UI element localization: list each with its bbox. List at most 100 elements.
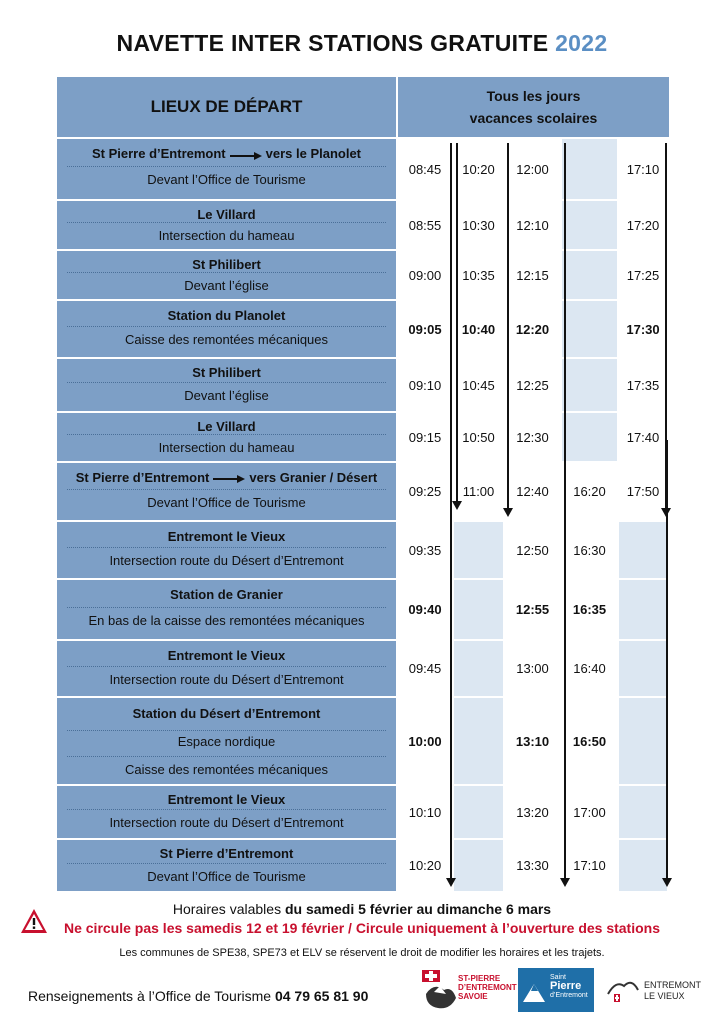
arrow-down-icon: [452, 501, 462, 510]
time-cell: 10:45: [454, 359, 503, 411]
stop-cell: Entremont le Vieux Intersection route du …: [57, 641, 396, 696]
table-row: St Pierre d’Entremont vers Granier / Dése…: [57, 463, 669, 522]
time-cell: [454, 641, 503, 696]
stop-name: St Philibert: [192, 257, 261, 272]
time-cell: [454, 580, 503, 639]
time-cell: 09:00: [398, 251, 452, 299]
route-arrow-line: [507, 143, 509, 509]
time-cell: 08:55: [398, 201, 452, 249]
stop-name: Le Villard: [197, 207, 256, 222]
time-cell: 12:15: [505, 251, 560, 299]
time-cell: [454, 698, 503, 784]
mountain-outline-icon: [607, 981, 639, 1002]
stop-name: Station de Granier: [170, 587, 283, 603]
dotted-divider: [67, 166, 386, 167]
dotted-divider: [67, 272, 386, 273]
dotted-divider: [67, 382, 386, 383]
disclaimer: Les communes de SPE38, SPE73 et ELV se r…: [119, 947, 605, 959]
time-cell: 10:35: [454, 251, 503, 299]
stop-cell: Station du Planolet Caisse des remontées …: [57, 301, 396, 357]
time-cell: 09:25: [398, 463, 452, 520]
time-cell: [562, 301, 617, 357]
stop-cell: St Pierre d’Entremont vers le Planolet Dev…: [57, 139, 396, 199]
time-cell: 12:50: [505, 522, 560, 578]
stop-description: Intersection route du Désert d’Entremont: [109, 553, 344, 568]
dotted-divider: [67, 756, 386, 757]
dotted-divider: [67, 434, 386, 435]
stop-name: Entremont le Vieux: [167, 792, 286, 808]
time-cell: [454, 840, 503, 891]
stop-description: Devant l’Office de Tourisme: [147, 172, 306, 187]
time-cell: [619, 580, 667, 639]
time-cell: 09:15: [398, 413, 452, 461]
time-cell: 16:35: [562, 580, 617, 639]
time-cell: 10:20: [398, 840, 452, 891]
table-row: St Philibert Devant l’église 09:00 10:35 12:…: [57, 251, 669, 301]
stop-cell: Le Villard Intersection du hameau: [57, 201, 396, 249]
time-cell: 12:30: [505, 413, 560, 461]
time-cell: 17:30: [619, 301, 667, 357]
route-arrow-line: [665, 143, 667, 509]
time-cell: 10:20: [454, 139, 503, 199]
route-arrow-line: [456, 143, 458, 502]
stop-cell: St Pierre d’Entremont Devant l’Office de …: [57, 840, 396, 891]
stop-description: En bas de la caisse des remontées mécani…: [88, 612, 365, 628]
stop-description: Intersection route du Désert d’Entremont: [109, 671, 344, 687]
header-days-line2: vacances scolaires: [469, 110, 598, 126]
table-row: Entremont le Vieux Intersection route du …: [57, 641, 669, 698]
time-cell: 17:20: [619, 201, 667, 249]
stop-description: Devant l’Office de Tourisme: [147, 494, 306, 510]
stop-name: Station du Planolet: [167, 307, 286, 323]
time-cell: 13:30: [505, 840, 560, 891]
table-row: St Pierre d’Entremont Devant l’Office de …: [57, 840, 669, 893]
arrow-down-icon: [662, 878, 672, 887]
stop-description: Intersection du hameau: [158, 440, 295, 455]
timetable: LIEUX DE DÉPART Tous les jours vacances sc…: [57, 77, 672, 893]
time-cell: 16:20: [562, 463, 617, 520]
table-row: Le Villard Intersection du hameau 09:15 10:…: [57, 413, 669, 463]
time-cell: [619, 840, 667, 891]
time-cell: 17:50: [619, 463, 667, 520]
stop-cell: Le Villard Intersection du hameau: [57, 413, 396, 461]
time-cell: [562, 413, 617, 461]
warning-text: Ne circule pas les samedis 12 et 19 févr…: [63, 920, 661, 936]
time-cell: 16:30: [562, 522, 617, 578]
stop-name: St Pierre d’Entremont vers le Planolet: [91, 146, 362, 163]
dotted-divider: [67, 326, 386, 327]
table-row: Le Villard Intersection du hameau 08:55 10:…: [57, 201, 669, 251]
time-cell: 10:50: [454, 413, 503, 461]
time-cell: 16:40: [562, 641, 617, 696]
time-cell: 17:10: [562, 840, 617, 891]
arrow-right-icon: [229, 148, 262, 163]
dotted-divider: [67, 809, 386, 810]
time-cell: 10:10: [398, 786, 452, 838]
stop-description: Intersection route du Désert d’Entremont: [109, 815, 344, 830]
dotted-divider: [67, 547, 386, 548]
time-cell: 09:10: [398, 359, 452, 411]
title-main: NAVETTE INTER STATIONS GRATUITE: [116, 30, 549, 56]
time-cell: 09:05: [398, 301, 452, 357]
stop-cell: Entremont le Vieux Intersection route du …: [57, 522, 396, 578]
stop-cell: Entremont le Vieux Intersection route du …: [57, 786, 396, 838]
time-cell: 10:30: [454, 201, 503, 249]
stop-cell: Station de Granier En bas de la caisse de…: [57, 580, 396, 639]
stop-description: Devant l’église: [184, 278, 269, 293]
table-row: Station du Désert d’Entremont Espace nord…: [57, 698, 669, 786]
savoie-crest-icon: [422, 970, 456, 1009]
table-row: St Philibert Devant l’église 09:10 10:45 12:…: [57, 359, 669, 413]
time-cell: 12:10: [505, 201, 560, 249]
stop-description: Espace nordique: [177, 734, 276, 749]
time-cell: [619, 522, 667, 578]
logo-entremont-le-vieux: ENTREMONT LE VIEUX: [606, 968, 712, 1012]
dotted-divider: [67, 606, 386, 608]
page-title: NAVETTE INTER STATIONS GRATUITE 2022: [0, 30, 724, 57]
time-cell: 09:45: [398, 641, 452, 696]
time-cell: 13:00: [505, 641, 560, 696]
time-cell: [619, 641, 667, 696]
stop-cell: St Philibert Devant l’église: [57, 251, 396, 299]
time-cell: [454, 522, 503, 578]
table-row: Station de Granier En bas de la caisse de…: [57, 580, 669, 641]
time-cell: [619, 698, 667, 784]
stop-name: Station du Désert d’Entremont: [132, 706, 321, 721]
table-row: Entremont le Vieux Intersection route du …: [57, 786, 669, 840]
